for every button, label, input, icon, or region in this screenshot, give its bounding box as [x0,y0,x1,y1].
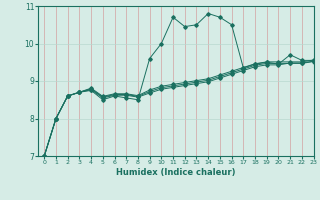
X-axis label: Humidex (Indice chaleur): Humidex (Indice chaleur) [116,168,236,177]
